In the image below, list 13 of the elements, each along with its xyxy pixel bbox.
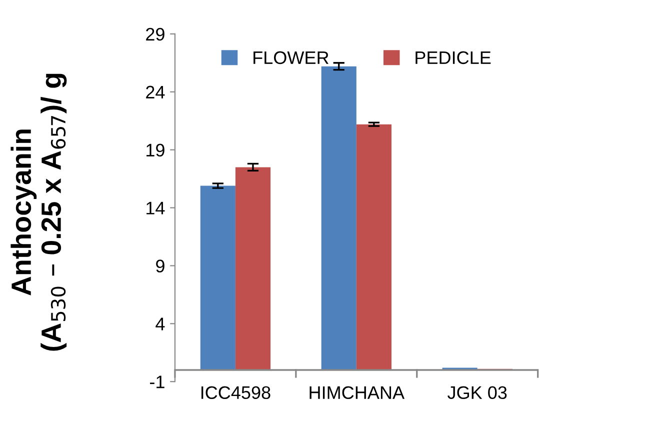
legend-label: PEDICLE: [416, 51, 491, 64]
y-axis-title: Anthocyanin (A$_{530}$ – 0.25 x A$_{657}$)/ g: [10, 74, 67, 351]
y-tick-label: 9: [156, 260, 164, 272]
y-tick-label: 24: [146, 86, 165, 98]
y-tick-label: 19: [146, 144, 164, 157]
legend-label: FLOWER: [254, 51, 328, 64]
y-tick-label: 4: [156, 318, 165, 330]
y-tick-label: 14: [146, 202, 165, 214]
x-tick-label: JGK 03: [448, 386, 507, 400]
y-tick-label: 29: [146, 28, 164, 41]
x-tick-label: ICC4598: [201, 386, 270, 400]
y-tick-label: -1: [150, 376, 164, 388]
x-tick-label: HIMCHANA: [310, 386, 405, 400]
